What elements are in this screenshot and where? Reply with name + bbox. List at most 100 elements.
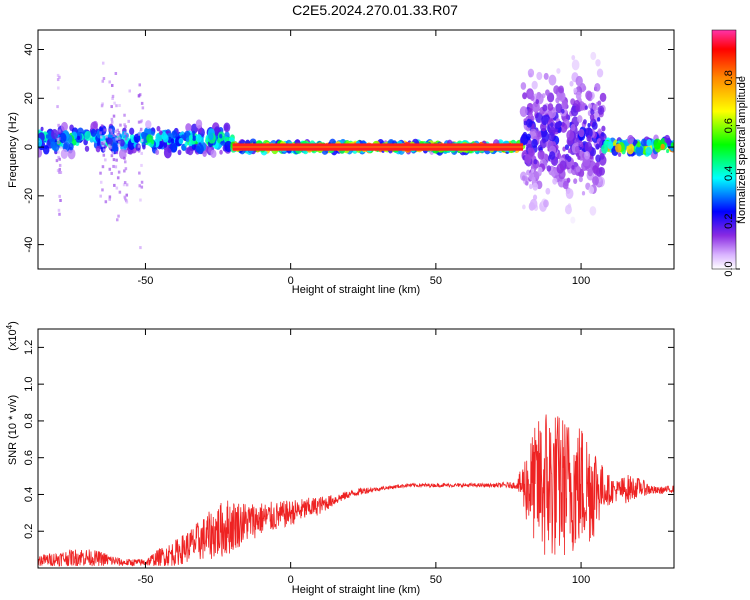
spectrogram-point xyxy=(521,175,526,181)
spectrogram-streak xyxy=(140,138,144,142)
spectrogram-point xyxy=(525,180,529,186)
spectrogram-marks xyxy=(38,51,674,250)
spectrogram-streak xyxy=(137,132,141,136)
spectrogram-point xyxy=(585,127,593,139)
spectrogram-streak xyxy=(113,101,116,105)
spectrogram-point xyxy=(570,124,576,132)
spectrogram-point xyxy=(575,105,581,112)
y-tick-label: -40 xyxy=(23,237,35,253)
spectrogram-streak xyxy=(114,129,117,133)
spectrogram-streak xyxy=(110,154,114,158)
spectrogram-point xyxy=(583,151,591,160)
spectrogram-streak xyxy=(123,156,126,160)
spectrogram-point xyxy=(527,68,535,78)
spectrogram-streak xyxy=(58,129,61,133)
spectrogram-point xyxy=(575,165,581,173)
spectrogram-point xyxy=(573,87,578,94)
spectrogram-point xyxy=(532,101,540,113)
spectrogram-streak xyxy=(57,141,60,145)
spectrogram-streak xyxy=(117,214,120,218)
spectrogram-point xyxy=(181,134,185,139)
spectrogram-point xyxy=(526,133,531,141)
spectrogram-streak xyxy=(111,94,115,98)
spectrogram-point xyxy=(528,172,535,181)
spectrogram-point xyxy=(569,80,574,87)
spectrogram-point xyxy=(578,128,585,138)
spectrogram-point xyxy=(577,155,581,160)
spectrogram-point xyxy=(554,144,559,150)
spectrogram-point xyxy=(162,134,169,143)
spectrogram-point xyxy=(45,134,50,139)
spectrogram-point xyxy=(145,120,152,129)
spectrogram-point xyxy=(635,145,644,157)
spectrogram-point xyxy=(84,145,90,152)
spectrogram-point xyxy=(210,149,217,159)
snr-x-label: Height of straight line (km) xyxy=(292,584,420,596)
spectrogram-point xyxy=(575,91,582,100)
spectrogram-point xyxy=(537,166,543,174)
y-tick-label: -20 xyxy=(23,188,35,204)
spectrogram-streak xyxy=(110,120,114,124)
spectrogram-point xyxy=(542,104,548,112)
spectrogram-point xyxy=(587,103,592,109)
snr-frame xyxy=(37,328,675,569)
spectrogram-point xyxy=(169,142,178,153)
spectrogram-streak xyxy=(128,89,131,93)
spectrogram-point xyxy=(178,137,184,145)
spectrogram-point xyxy=(571,59,580,71)
spectrogram-point xyxy=(146,134,153,143)
spectrogram-point xyxy=(590,51,597,61)
spectrogram-point xyxy=(219,149,223,155)
spectrogram-streak xyxy=(111,151,115,155)
spectrogram-point xyxy=(585,90,593,101)
spectrogram-point xyxy=(192,135,197,141)
spectrogram-streak xyxy=(108,128,111,132)
spectrogram-point xyxy=(528,147,535,157)
spectrogram-streak xyxy=(110,171,113,175)
colorbar-label: Normalized spectral amplitude xyxy=(736,76,748,224)
spectrogram-streak xyxy=(58,194,61,198)
spectrogram-point xyxy=(543,199,549,208)
spectrogram-point xyxy=(524,154,532,165)
x-tick-label: 100 xyxy=(572,275,590,287)
spectrogram-point xyxy=(156,125,161,132)
spectrogram-point xyxy=(522,92,528,100)
spectrogram-streak xyxy=(57,208,61,212)
snr-x-axis: -50 0 50 100 xyxy=(137,329,590,586)
snr-plot: -50 0 50 100 0.2 0.4 0.6 0.8 1.0 1.2 Height of s… xyxy=(5,321,675,596)
spectrogram-streak xyxy=(123,113,126,117)
spectrogram-point xyxy=(552,177,558,185)
spectrogram-streak xyxy=(56,73,60,77)
spectrogram-point xyxy=(558,85,564,94)
spectrogram-streak xyxy=(110,83,114,87)
spectrogram-streak xyxy=(137,93,141,97)
spectrogram-point xyxy=(567,148,572,154)
spectrogram-point xyxy=(208,132,214,141)
x-tick-label: 0 xyxy=(288,275,294,287)
spectrogram-point xyxy=(566,129,575,141)
spectrogram-streak xyxy=(125,200,129,204)
spectrogram-streak xyxy=(101,79,105,83)
spectrogram-streak xyxy=(99,180,103,184)
spectrogram-point xyxy=(553,85,560,95)
spectrogram-streak xyxy=(58,157,61,161)
spectrogram-streak xyxy=(101,141,104,145)
spectrogram-point xyxy=(527,90,533,98)
spectrogram-point xyxy=(599,92,607,103)
spectrogram-point xyxy=(574,145,580,153)
spectrogram-point xyxy=(95,145,101,153)
spectrogram-streak xyxy=(101,188,104,192)
spectrogram-streak xyxy=(123,195,127,199)
spectrogram-point xyxy=(548,151,556,160)
spectrogram-point xyxy=(595,59,601,67)
spectrogram-point xyxy=(529,198,538,210)
spectrogram-streak xyxy=(125,134,129,138)
spectrogram-point xyxy=(529,128,538,140)
spectrogram-streak xyxy=(116,176,120,180)
spectrogram-streak xyxy=(118,190,122,194)
spectrogram-point xyxy=(595,143,600,150)
spectrogram-streak xyxy=(110,131,113,135)
spectrogram-point xyxy=(618,152,622,157)
spectrogram-point xyxy=(522,204,526,210)
spectrogram-frame xyxy=(37,29,675,270)
